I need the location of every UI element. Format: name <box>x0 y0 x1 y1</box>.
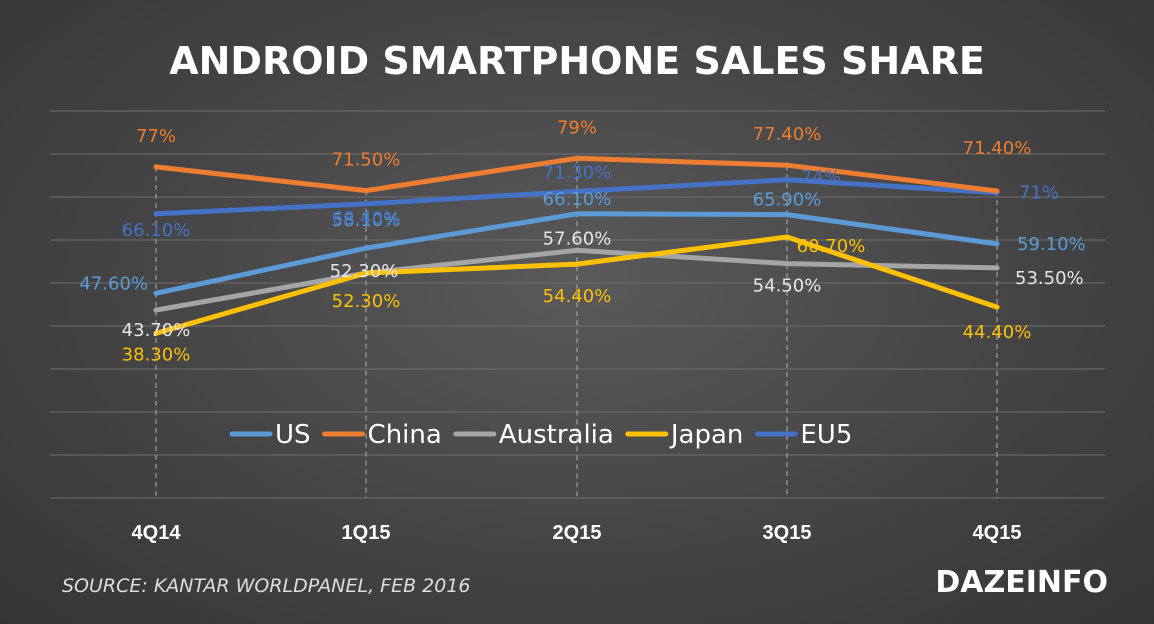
data-label-japan: 60.70% <box>797 236 866 257</box>
data-point-japan <box>994 304 1000 310</box>
data-point-australia <box>153 307 159 313</box>
data-label-china: 79% <box>557 117 597 138</box>
data-point-china <box>994 188 1000 194</box>
data-label-eu5: 71.30% <box>543 162 612 183</box>
data-label-australia: 57.60% <box>543 228 612 249</box>
data-label-eu5: 68.40% <box>332 208 401 229</box>
x-tick-label: 4Q15 <box>973 522 1022 544</box>
data-point-japan <box>153 330 159 336</box>
legend-label-australia: Australia <box>499 420 614 450</box>
data-point-us <box>574 211 580 217</box>
data-label-australia: 53.50% <box>1015 268 1084 289</box>
data-point-us <box>153 290 159 296</box>
data-label-eu5: 71% <box>1019 183 1059 204</box>
data-point-china <box>363 188 369 194</box>
data-point-eu5 <box>363 201 369 207</box>
data-point-china <box>784 162 790 168</box>
data-point-japan <box>574 261 580 267</box>
x-tick-label: 4Q14 <box>132 522 182 544</box>
data-point-australia <box>574 247 580 253</box>
data-label-us: 66.10% <box>543 189 612 210</box>
data-label-china: 77% <box>136 126 176 147</box>
data-point-us <box>363 245 369 251</box>
data-point-japan <box>363 270 369 276</box>
data-label-australia: 54.50% <box>753 276 822 297</box>
data-point-china <box>153 164 159 170</box>
data-labels: 47.60% 58.10% 66.10% 65.90% 59.10% 77% 71.50% 7… <box>79 117 1085 365</box>
data-point-us <box>784 212 790 218</box>
data-label-us: 47.60% <box>79 273 148 294</box>
legend-label-eu5: EU5 <box>800 420 852 450</box>
data-label-japan: 38.30% <box>122 344 191 365</box>
data-label-eu5: 74% <box>801 167 841 188</box>
data-point-australia <box>994 265 1000 271</box>
data-label-us: 58.10% <box>332 210 401 231</box>
series-lines <box>153 155 1000 336</box>
data-label-china: 71.40% <box>963 138 1032 159</box>
legend-label-us: US <box>275 420 311 450</box>
data-label-australia: 43.70% <box>122 320 191 341</box>
data-label-china: 77.40% <box>753 124 822 145</box>
data-point-china <box>574 155 580 161</box>
x-tick-label: 2Q15 <box>553 522 602 544</box>
data-label-us: 59.10% <box>1017 234 1086 255</box>
data-point-eu5 <box>574 188 580 194</box>
chart-title: ANDROID SMARTPHONE SALES SHARE <box>169 39 985 83</box>
x-tick-label: 3Q15 <box>763 522 812 544</box>
source-note: SOURCE: KANTAR WORLDPANEL, FEB 2016 <box>62 575 471 597</box>
x-axis-ticks: 4Q14 1Q15 2Q15 3Q15 4Q15 <box>132 522 1022 544</box>
data-label-australia: 52.30% <box>330 261 399 282</box>
data-point-australia <box>784 261 790 267</box>
gridlines <box>50 110 1105 499</box>
data-label-us: 65.90% <box>753 190 822 211</box>
data-label-eu5: 66.10% <box>122 220 191 241</box>
data-point-eu5 <box>153 211 159 217</box>
logo: DAZEINFO <box>935 565 1108 600</box>
data-label-japan: 52.30% <box>332 291 401 312</box>
data-label-japan: 54.40% <box>543 286 612 307</box>
legend-label-china: China <box>368 420 442 450</box>
data-point-japan <box>784 234 790 240</box>
data-point-eu5 <box>784 177 790 183</box>
x-tick-label: 1Q15 <box>342 522 391 544</box>
legend-label-japan: Japan <box>669 420 744 450</box>
legend: US China Australia Japan EU5 <box>229 420 852 450</box>
data-label-china: 71.50% <box>332 150 401 171</box>
data-point-us <box>994 241 1000 247</box>
data-label-japan: 44.40% <box>963 322 1032 343</box>
